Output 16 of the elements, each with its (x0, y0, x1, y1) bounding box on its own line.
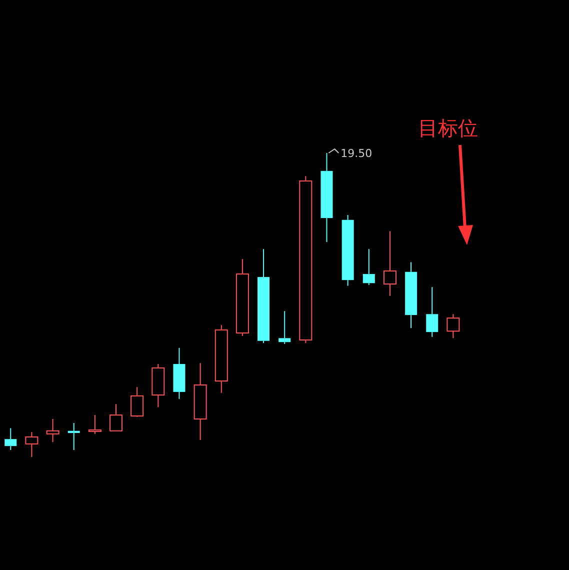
annotation: 19.50 (340, 147, 372, 160)
candlestick (25, 432, 38, 457)
candlestick (214, 324, 228, 394)
candlestick (342, 214, 354, 286)
candlestick (173, 347, 186, 400)
candlestick (46, 418, 60, 443)
candlestick (278, 310, 291, 344)
candlestick (320, 153, 333, 243)
text: 目标位 (418, 116, 478, 140)
candlestick (426, 286, 438, 338)
candlestick (405, 262, 418, 329)
candlestick (194, 362, 207, 440)
candlestick (383, 230, 396, 296)
candlestick (362, 248, 375, 286)
candlestick (68, 422, 80, 451)
candlestick (4, 428, 17, 451)
